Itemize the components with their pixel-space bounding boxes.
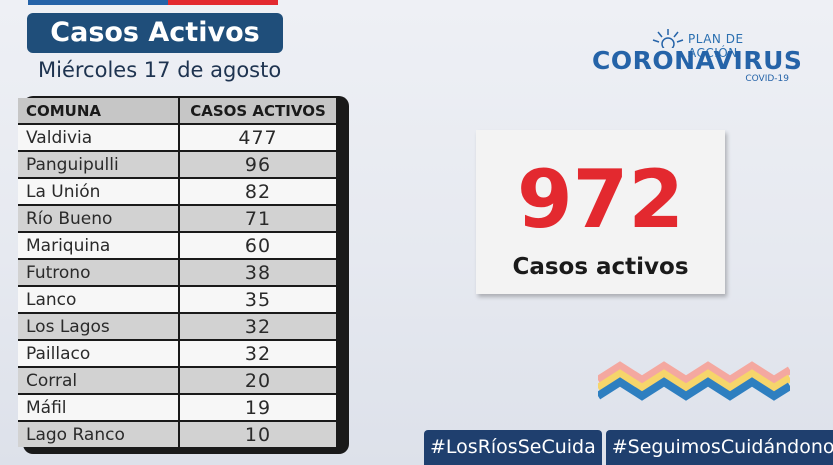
casos-cell: 38 xyxy=(179,259,336,286)
table-row: Futrono 38 xyxy=(18,259,336,286)
casos-cell: 10 xyxy=(179,421,336,447)
casos-cell: 477 xyxy=(179,124,336,151)
table-row: Río Bueno 71 xyxy=(18,205,336,232)
total-label: Casos activos xyxy=(512,254,689,280)
casos-cell: 82 xyxy=(179,178,336,205)
table-row: Lanco 35 xyxy=(18,286,336,313)
casos-cell: 96 xyxy=(179,151,336,178)
comuna-cell: Corral xyxy=(18,367,180,394)
header-comuna: COMUNA xyxy=(18,98,180,124)
hashtag-seguimos: #SeguimosCuidándonos xyxy=(605,430,833,465)
hashtag-bar: #LosRíosSeCuida #SeguimosCuidándonos xyxy=(424,430,833,465)
comuna-cell: Los Lagos xyxy=(18,313,180,340)
cases-table: COMUNA CASOS ACTIVOS Valdivia 477 Panguip… xyxy=(18,98,336,447)
table-row: La Unión 82 xyxy=(18,178,336,205)
table-row: Máfil 19 xyxy=(18,394,336,421)
table-row: Valdivia 477 xyxy=(18,124,336,151)
casos-cell: 71 xyxy=(179,205,336,232)
header-casos-activos: CASOS ACTIVOS xyxy=(179,98,336,124)
table-row: Los Lagos 32 xyxy=(18,313,336,340)
total-active-cases: 972 xyxy=(517,153,684,246)
casos-cell: 32 xyxy=(179,313,336,340)
casos-cell: 19 xyxy=(179,394,336,421)
comuna-cell: La Unión xyxy=(18,178,180,205)
table-row: Corral 20 xyxy=(18,367,336,394)
hashtag-losrios: #LosRíosSeCuida xyxy=(424,430,602,465)
comuna-cell: Lago Ranco xyxy=(18,421,180,447)
comuna-cell: Mariquina xyxy=(18,232,180,259)
total-card: 972 Casos activos xyxy=(476,130,725,294)
wave-stripes-icon xyxy=(598,361,790,401)
casos-cell: 20 xyxy=(179,367,336,394)
coronavirus-logo: PLAN DE ACCIÓN CORONAVIRUS COVID-19 xyxy=(590,28,802,84)
date-subtitle: Miércoles 17 de agosto xyxy=(38,58,282,82)
comuna-cell: Lanco xyxy=(18,286,180,313)
comuna-cell: Río Bueno xyxy=(18,205,180,232)
plan-label: PLAN DE ACCIÓN xyxy=(688,32,744,60)
table-row: Paillaco 32 xyxy=(18,340,336,367)
casos-cell: 60 xyxy=(179,232,336,259)
comuna-cell: Valdivia xyxy=(18,124,180,151)
casos-cell: 35 xyxy=(179,286,336,313)
table-row: Lago Ranco 10 xyxy=(18,421,336,447)
table-header-row: COMUNA CASOS ACTIVOS xyxy=(18,98,336,124)
sun-rays-icon xyxy=(652,29,684,48)
comuna-cell: Paillaco xyxy=(18,340,180,367)
comuna-cell: Futrono xyxy=(18,259,180,286)
covid-label: COVID-19 xyxy=(745,74,789,84)
comuna-cell: Panguipulli xyxy=(18,151,180,178)
casos-cell: 32 xyxy=(179,340,336,367)
page-title: Casos Activos xyxy=(27,13,283,53)
comuna-cell: Máfil xyxy=(18,394,180,421)
table-row: Panguipulli 96 xyxy=(18,151,336,178)
top-color-bar xyxy=(28,0,278,5)
table-row: Mariquina 60 xyxy=(18,232,336,259)
coronavirus-wordmark: CORONAVIRUS xyxy=(592,46,803,75)
